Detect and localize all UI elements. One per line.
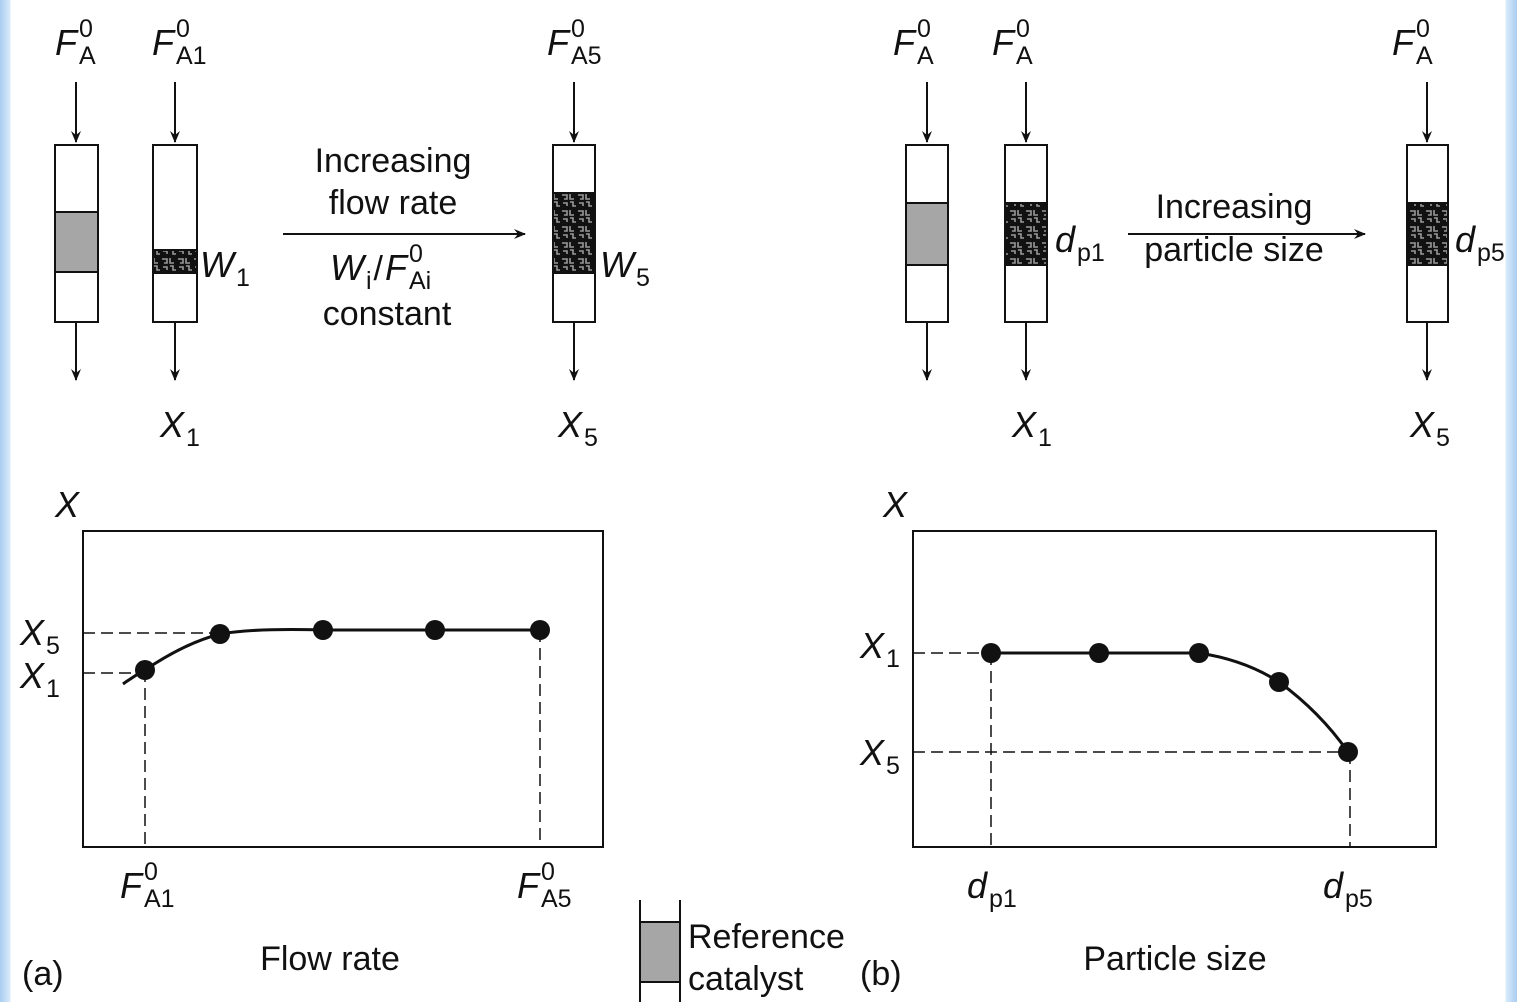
y-tick-label-sub: 5 xyxy=(886,752,900,780)
bed-label-sub: p5 xyxy=(1477,239,1505,267)
feed-label-sub: A xyxy=(1016,42,1033,70)
ratio-slash: / xyxy=(374,250,384,288)
feed-label-sup: 0 xyxy=(917,15,931,43)
feed-label-sub: A5 xyxy=(571,42,602,70)
canvas xyxy=(11,0,1505,1002)
x-tick-label-sub: A5 xyxy=(541,885,572,913)
x-tick-label-main: d xyxy=(967,865,988,906)
arrow-text: constant xyxy=(323,295,452,333)
bed-label-main: d xyxy=(1455,219,1476,260)
feed-label-main: F xyxy=(152,22,176,63)
arrow-text: flow rate xyxy=(329,184,458,222)
feed-label-sup: 0 xyxy=(1016,15,1030,43)
x-tick-label-sub: p5 xyxy=(1345,885,1373,913)
feed-label-main: F xyxy=(1392,22,1416,63)
y-title: X xyxy=(882,484,909,525)
ratio-main: F xyxy=(385,247,409,288)
y-tick-label-sub: 1 xyxy=(46,675,60,703)
bed-label-main: W xyxy=(600,244,637,285)
bed-label-sub: p1 xyxy=(1077,239,1105,267)
outlet-label-main: X xyxy=(1409,404,1436,445)
legend-swatch xyxy=(639,900,681,1002)
ratio-main: W xyxy=(330,247,367,288)
feed-label-main: F xyxy=(992,22,1016,63)
arrow-text: particle size xyxy=(1144,231,1324,269)
plot-b xyxy=(912,530,1437,848)
x-tick-label-main: d xyxy=(1323,865,1344,906)
feed-label-sup: 0 xyxy=(79,15,93,43)
y-tick-label-main: X xyxy=(859,625,886,666)
panel-tag: (a) xyxy=(22,955,64,993)
y-tick-label-main: X xyxy=(19,612,46,653)
x-tick-label-sub: A1 xyxy=(144,885,175,913)
bed-label-main: W xyxy=(200,244,237,285)
outlet-label-sub: 5 xyxy=(584,424,598,452)
bed-label-main: d xyxy=(1055,219,1076,260)
y-tick-label-sub: 1 xyxy=(886,645,900,673)
arrow-text: Increasing xyxy=(1156,188,1313,226)
feed-label-sub: A1 xyxy=(176,42,207,70)
x-tick-label-main: F xyxy=(120,865,144,906)
panel-b-reactors xyxy=(905,82,1449,381)
feed-label-sub: A xyxy=(917,42,934,70)
x-title: Particle size xyxy=(1083,940,1266,978)
outlet-label-sub: 5 xyxy=(1436,424,1450,452)
ratio-sub: Ai xyxy=(409,267,431,295)
outlet-label-main: X xyxy=(1011,404,1038,445)
x-tick-label-sub: p1 xyxy=(989,885,1017,913)
feed-label-sup: 0 xyxy=(571,15,585,43)
feed-label-main: F xyxy=(547,22,571,63)
feed-label-main: F xyxy=(893,22,917,63)
plot-a xyxy=(82,530,604,848)
y-tick-label-main: X xyxy=(19,655,46,696)
outlet-label-main: X xyxy=(159,404,186,445)
x-tick-label-sup: 0 xyxy=(541,858,555,886)
feed-label-sub: A xyxy=(79,42,96,70)
feed-label-sub: A xyxy=(1416,42,1433,70)
x-tick-label-sup: 0 xyxy=(144,858,158,886)
feed-label-sup: 0 xyxy=(1416,15,1430,43)
bed-label-sub: 5 xyxy=(636,264,650,292)
bed-label-sub: 1 xyxy=(236,264,250,292)
feed-label-sup: 0 xyxy=(176,15,190,43)
legend-text: Reference xyxy=(688,918,845,956)
outlet-label-main: X xyxy=(557,404,584,445)
panel-tag: (b) xyxy=(860,955,902,993)
legend-text: catalyst xyxy=(688,960,804,998)
ratio-sub: i xyxy=(366,267,372,295)
x-tick-label-main: F xyxy=(517,865,541,906)
ratio-sup: 0 xyxy=(409,240,423,268)
outlet-label-sub: 1 xyxy=(1038,424,1052,452)
panel-a-reactors xyxy=(54,82,596,381)
y-tick-label-sub: 5 xyxy=(46,632,60,660)
feed-label-main: F xyxy=(55,22,79,63)
y-tick-label-main: X xyxy=(859,732,886,773)
outlet-label-sub: 1 xyxy=(186,424,200,452)
x-title: Flow rate xyxy=(260,940,400,978)
arrow-text: Increasing xyxy=(315,142,472,180)
y-title: X xyxy=(54,484,81,525)
